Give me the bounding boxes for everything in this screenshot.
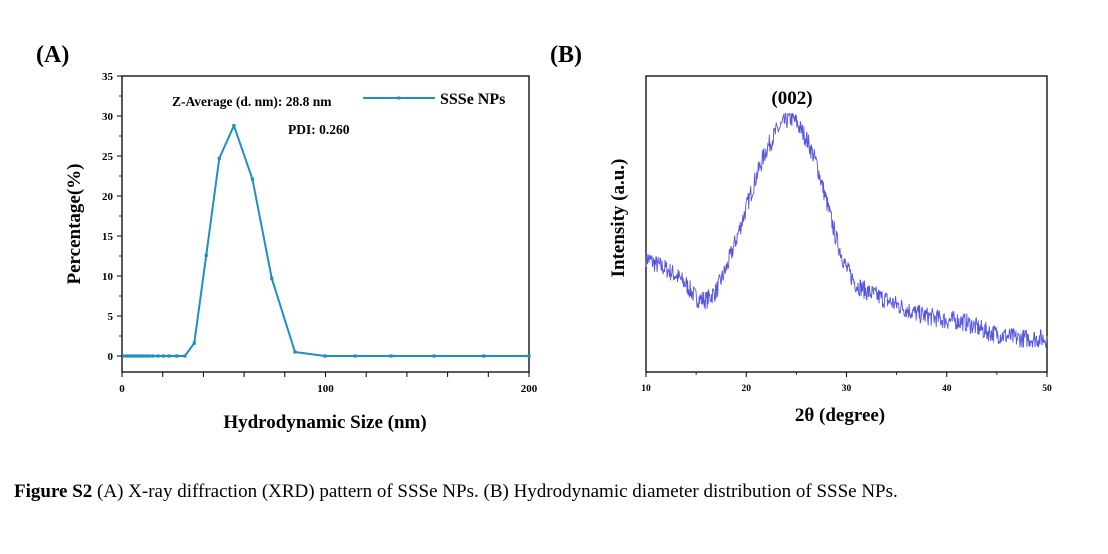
panel-a-ytick-label: 5 [108, 311, 114, 323]
panel-a-point [144, 354, 148, 358]
panel-a-point [192, 341, 196, 345]
panel-a-point [527, 354, 531, 358]
panel-a-point [131, 354, 135, 358]
panel-b-ylabel: Intensity (a.u.) [608, 159, 629, 278]
panel-a-point [482, 354, 486, 358]
panel-a-point [293, 350, 297, 354]
panel-a-xlabel: Hydrodynamic Size (nm) [223, 412, 426, 433]
panel-a-ytick-label: 20 [102, 191, 114, 203]
figure-caption: Figure S2 (A) X-ray diffraction (XRD) pa… [14, 476, 1096, 507]
panel-b-xlabel: 2θ (degree) [795, 405, 885, 426]
panel-a-point [353, 354, 357, 358]
panel-a-series-line [123, 124, 529, 357]
panel-b-xtick-label: 20 [742, 384, 752, 394]
panel-a-point [270, 276, 274, 280]
panel-a-ytick-label: 15 [102, 231, 114, 243]
panel-a-point [432, 354, 436, 358]
panel-a-label: (A) [36, 42, 69, 68]
panel-a-plot-frame [121, 75, 530, 373]
panel-a-point [151, 354, 155, 358]
panel-a-xtick-label: 200 [521, 383, 538, 395]
panel-b-xtick-label: 10 [641, 384, 651, 394]
panel-b-xtick-label: 50 [1042, 384, 1052, 394]
panel-a-xtick-label: 0 [119, 383, 125, 395]
panel-a-point [147, 354, 151, 358]
panel-b-plot-frame [645, 75, 1048, 373]
panel-a-point [135, 354, 139, 358]
caption-text: (A) X-ray diffraction (XRD) pattern of S… [92, 481, 898, 502]
panel-a-annotation-z-average: Z-Average (d. nm): 28.8 nm [172, 94, 332, 109]
panel-b-series [645, 112, 1048, 348]
panel-a-point [161, 354, 166, 358]
panel-b-annotation-002: (002) [771, 88, 812, 109]
panel-a-series [122, 124, 531, 358]
panel-b: (B) 10 20 30 40 50 (002) 2θ (degree) Intensi… [550, 42, 1052, 426]
legend-marker [397, 96, 401, 100]
panel-a-point [217, 156, 221, 160]
panel-a-point [232, 124, 236, 128]
panel-a-point [250, 177, 255, 181]
panel-a-point [140, 354, 145, 358]
panel-a-point [323, 354, 327, 358]
panel-a-ytick-label: 30 [102, 111, 114, 123]
panel-a: (A) 0 100 200 0 5 10 15 20 25 30 35 Z-Average (d. … [36, 42, 538, 433]
panel-a-point [389, 354, 393, 358]
panel-a-point [128, 354, 132, 358]
panel-a-legend: SSSe NPs [363, 91, 505, 108]
panel-b-xtick-label: 40 [942, 384, 952, 394]
panel-a-point [175, 354, 179, 358]
panel-a-point [138, 354, 142, 358]
panel-a-ytick-label: 0 [108, 351, 114, 363]
panel-a-ytick-label: 25 [102, 151, 114, 163]
panel-a-ticks: 0 100 200 0 5 10 15 20 25 30 35 [102, 71, 538, 395]
panel-b-label: (B) [550, 42, 582, 68]
legend-entry: SSSe NPs [440, 91, 505, 108]
caption-label: Figure S2 [14, 481, 93, 502]
panel-a-point [122, 354, 126, 358]
panel-a-annotation-pdi: PDI: 0.260 [288, 122, 350, 137]
panel-a-point [183, 354, 187, 358]
panel-a-ytick-label: 35 [102, 71, 114, 83]
panel-b-xtick-label: 30 [842, 384, 852, 394]
panel-a-point [167, 354, 171, 358]
panel-b-series-line [645, 112, 1048, 348]
panel-a-point [156, 354, 160, 358]
panel-a-point [204, 253, 208, 257]
panel-a-point [125, 354, 129, 358]
panel-a-ylabel: Percentage(%) [64, 164, 85, 285]
panel-b-ticks: 10 20 30 40 50 [641, 372, 1052, 394]
panel-a-ytick-label: 10 [102, 271, 114, 283]
panel-a-xtick-label: 100 [317, 383, 334, 395]
